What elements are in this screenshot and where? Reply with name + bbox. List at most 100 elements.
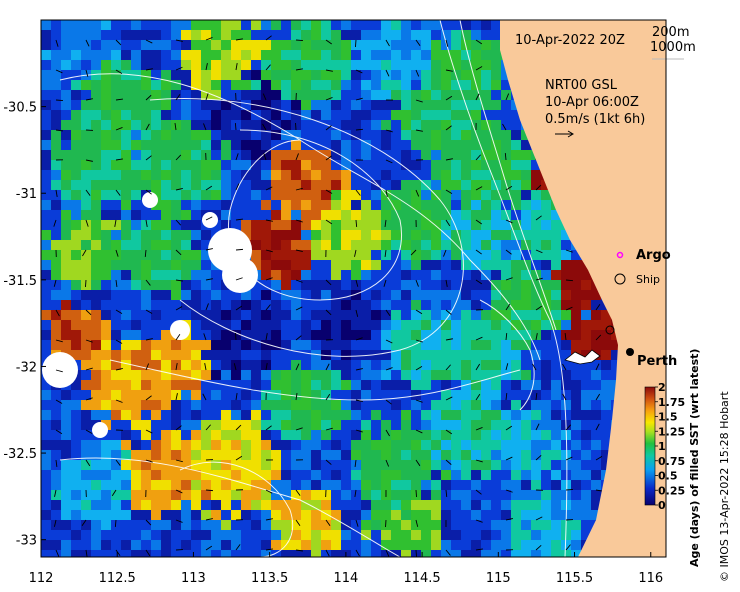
sst-cell (511, 290, 521, 300)
sst-cell (531, 360, 541, 370)
sst-cell (391, 420, 401, 430)
sst-cell (211, 440, 221, 450)
sst-cell (531, 380, 541, 390)
sst-cell (241, 410, 251, 420)
sst-cell (441, 90, 451, 100)
sst-cell (51, 510, 61, 520)
sst-cell (301, 30, 311, 40)
y-tick-label: -32 (16, 360, 37, 375)
sst-cell (301, 470, 311, 480)
sst-cell (431, 90, 441, 100)
sst-cell (81, 330, 91, 340)
sst-cell (401, 290, 411, 300)
current-vector (55, 339, 63, 343)
sst-cell (531, 430, 541, 440)
sst-cell (331, 520, 341, 530)
current-vector (55, 459, 58, 467)
sst-cell (281, 450, 291, 460)
sst-cell (201, 460, 211, 470)
sst-cell (51, 90, 61, 100)
current-vector (475, 459, 483, 463)
current-vector (445, 338, 453, 341)
sst-cell (71, 310, 81, 320)
sst-cell (321, 230, 331, 240)
sst-cell (241, 90, 251, 100)
sst-cell (361, 540, 371, 550)
sst-cell (331, 220, 341, 230)
perth-label: Perth (637, 354, 677, 369)
sst-cell (321, 550, 331, 557)
sst-cell (321, 350, 331, 360)
sst-cell (321, 450, 331, 460)
sst-cell (81, 150, 91, 160)
sst-cell (491, 40, 501, 50)
current-vector (265, 489, 273, 494)
sst-cell (241, 330, 251, 340)
sst-cell (401, 30, 411, 40)
sst-cell (331, 510, 341, 520)
no-data-patch (92, 422, 108, 438)
sst-cell (441, 440, 451, 450)
sst-cell (421, 80, 431, 90)
sst-cell (381, 80, 391, 90)
sst-cell (431, 290, 441, 300)
sst-cell (191, 110, 201, 120)
sst-cell (501, 410, 511, 420)
current-vector (445, 429, 453, 435)
sst-cell (351, 90, 361, 100)
sst-cell (341, 510, 351, 520)
sst-cell (581, 460, 591, 470)
sst-cell (151, 130, 161, 140)
sst-cell (461, 160, 471, 170)
sst-cell (41, 550, 51, 557)
sst-cell (81, 500, 91, 510)
sst-cell (171, 420, 181, 430)
sst-cell (361, 490, 371, 500)
sst-cell (91, 380, 101, 390)
sst-cell (101, 450, 111, 460)
current-vector (115, 249, 119, 257)
sst-cell (111, 20, 121, 30)
sst-cell (601, 390, 611, 400)
sst-cell (191, 240, 201, 250)
sst-cell (391, 490, 401, 500)
sst-cell (251, 490, 261, 500)
sst-cell (381, 210, 391, 220)
sst-cell (471, 420, 481, 430)
sst-cell (41, 350, 51, 360)
sst-cell (131, 410, 141, 420)
sst-cell (261, 370, 271, 380)
sst-cell (211, 310, 221, 320)
sst-cell (101, 380, 111, 390)
sst-cell (191, 210, 201, 220)
sst-cell (391, 230, 401, 240)
current-vector (115, 189, 121, 196)
sst-cell (101, 60, 111, 70)
sst-cell (111, 490, 121, 500)
sst-cell (581, 440, 591, 450)
sst-cell (401, 50, 411, 60)
sst-cell (241, 470, 251, 480)
current-vector (565, 306, 573, 311)
sst-cell (391, 120, 401, 130)
sst-cell (491, 220, 501, 230)
sst-cell (201, 240, 211, 250)
sst-cell (121, 280, 131, 290)
sst-cell (421, 110, 431, 120)
sst-cell (131, 80, 141, 90)
sst-cell (171, 440, 181, 450)
sst-cell (71, 290, 81, 300)
current-vector (175, 363, 178, 371)
sst-cell (41, 170, 51, 180)
sst-cell (441, 310, 451, 320)
sst-cell (131, 280, 141, 290)
sst-cell (381, 350, 391, 360)
sst-cell (381, 440, 391, 450)
sst-cell (561, 330, 571, 340)
sst-cell (81, 340, 91, 350)
sst-cell (321, 80, 331, 90)
sst-cell (111, 530, 121, 540)
sst-cell (211, 490, 221, 500)
sst-cell (211, 180, 221, 190)
sst-cell (181, 210, 191, 220)
